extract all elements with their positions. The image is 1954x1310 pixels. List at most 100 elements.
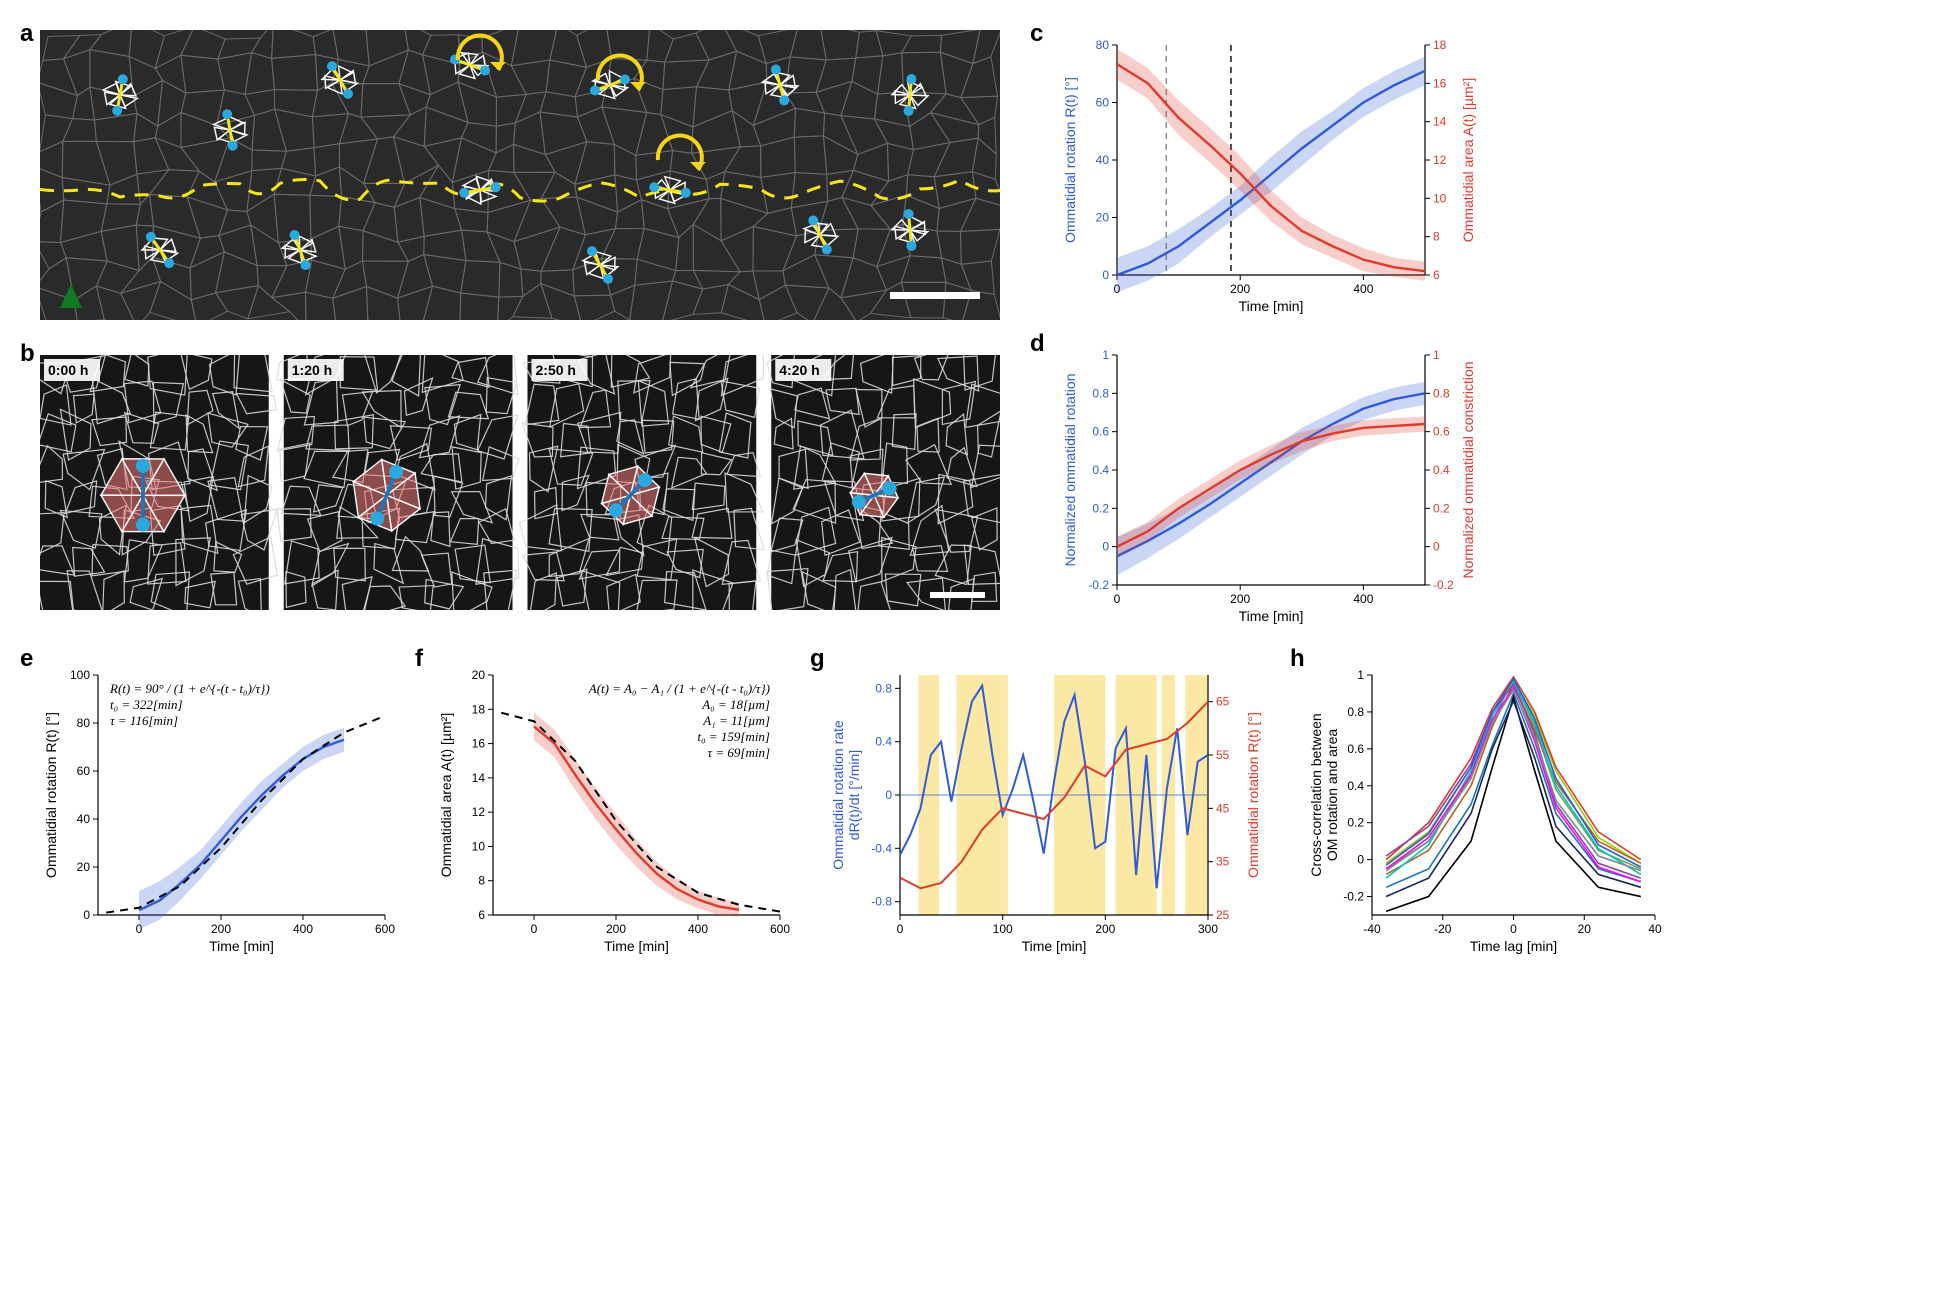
svg-text:200: 200 (1230, 592, 1250, 606)
svg-text:80: 80 (1096, 38, 1110, 52)
svg-text:14: 14 (1433, 115, 1447, 129)
label-d: d (1030, 330, 1045, 358)
svg-text:Ommatidial rotation R(t) [°]: Ommatidial rotation R(t) [°] (43, 712, 59, 878)
svg-text:Time [min]: Time [min] (604, 938, 669, 954)
svg-text:A(t) = A₀ − A₁ / (1 + e^{-(t -: A(t) = A₀ − A₁ / (1 + e^{-(t - t₀)/τ}) (588, 681, 770, 696)
svg-text:0: 0 (1433, 540, 1440, 554)
svg-text:-40: -40 (1363, 922, 1381, 936)
panel-d-normalized: 0200400-0.200.20.40.60.81-0.200.20.40.60… (1055, 340, 1485, 630)
panel-g-rate: 0100200300-0.8-0.400.40.82535455565Time … (830, 660, 1270, 960)
svg-text:40: 40 (77, 812, 91, 826)
svg-text:0: 0 (1510, 922, 1517, 936)
svg-text:A₁ = 11[µm]: A₁ = 11[µm] (702, 713, 770, 728)
svg-text:Normalized ommatidial constric: Normalized ommatidial constriction (1460, 361, 1476, 578)
svg-text:0: 0 (83, 908, 90, 922)
svg-text:0: 0 (531, 922, 538, 936)
svg-text:0: 0 (1357, 853, 1364, 867)
svg-text:Time [min]: Time [min] (1239, 298, 1304, 314)
svg-text:200: 200 (211, 922, 231, 936)
panel-h-crosscorr: -40-2002040-0.200.20.40.60.81Time lag [m… (1310, 660, 1670, 960)
svg-text:Time [min]: Time [min] (209, 938, 274, 954)
svg-text:20: 20 (77, 860, 91, 874)
svg-text:-0.2: -0.2 (1343, 890, 1364, 904)
label-a: a (20, 20, 33, 48)
svg-text:18: 18 (472, 702, 486, 716)
svg-text:0.4: 0.4 (1433, 463, 1450, 477)
svg-text:200: 200 (1230, 282, 1250, 296)
svg-text:10: 10 (1433, 191, 1447, 205)
svg-text:Ommatidial area A(t) [µm²]: Ommatidial area A(t) [µm²] (1460, 78, 1476, 242)
svg-text:200: 200 (1095, 922, 1115, 936)
panel-b-timeseries: 0:00 h1:20 h2:50 h4:20 h (40, 355, 1000, 610)
svg-text:1:20 h: 1:20 h (292, 362, 332, 378)
svg-text:0: 0 (1102, 540, 1109, 554)
svg-text:2:50 h: 2:50 h (536, 362, 576, 378)
svg-text:Ommatidial rotation R(t) [°]: Ommatidial rotation R(t) [°] (1245, 712, 1261, 878)
svg-text:40: 40 (1648, 922, 1662, 936)
svg-text:Time [min]: Time [min] (1239, 608, 1304, 624)
svg-text:300: 300 (1198, 922, 1218, 936)
svg-text:60: 60 (1096, 96, 1110, 110)
svg-text:12: 12 (472, 805, 486, 819)
svg-text:Ommatidial rotation R(t) [°]: Ommatidial rotation R(t) [°] (1062, 77, 1078, 243)
svg-text:35: 35 (1216, 855, 1230, 869)
svg-text:t₀ = 322[min]: t₀ = 322[min] (110, 697, 183, 712)
svg-text:40: 40 (1096, 153, 1110, 167)
svg-text:600: 600 (770, 922, 790, 936)
svg-text:0: 0 (1102, 268, 1109, 282)
label-g: g (810, 645, 825, 673)
svg-text:0.6: 0.6 (1433, 425, 1450, 439)
label-e: e (20, 645, 33, 673)
svg-text:Normalized ommatidial rotation: Normalized ommatidial rotation (1062, 374, 1078, 567)
svg-text:τ = 116[min]: τ = 116[min] (110, 713, 178, 728)
svg-text:1: 1 (1357, 668, 1364, 682)
svg-text:600: 600 (375, 922, 395, 936)
svg-text:400: 400 (688, 922, 708, 936)
svg-text:0.2: 0.2 (1347, 816, 1364, 830)
svg-text:-0.2: -0.2 (1088, 578, 1109, 592)
svg-text:0:00 h: 0:00 h (48, 362, 88, 378)
svg-text:0: 0 (885, 788, 892, 802)
svg-text:400: 400 (1353, 592, 1373, 606)
svg-text:0.4: 0.4 (1347, 779, 1364, 793)
svg-text:Ommatidial area A(t) [µm²]: Ommatidial area A(t) [µm²] (438, 713, 454, 877)
svg-text:Ommatidial rotation ratedR(t)/: Ommatidial rotation ratedR(t)/dt [°/min] (830, 720, 862, 870)
svg-text:0.8: 0.8 (1433, 386, 1450, 400)
svg-text:16: 16 (472, 737, 486, 751)
svg-text:0.4: 0.4 (1092, 463, 1109, 477)
svg-text:65: 65 (1216, 695, 1230, 709)
svg-text:Time [min]: Time [min] (1022, 938, 1087, 954)
svg-text:0.6: 0.6 (1092, 425, 1109, 439)
svg-text:-0.4: -0.4 (871, 841, 892, 855)
svg-text:A₀ = 18[µm]: A₀ = 18[µm] (701, 697, 770, 712)
svg-text:200: 200 (606, 922, 626, 936)
panel-c-rotation-area: 0200400020406080681012141618Time [min]Om… (1055, 30, 1485, 320)
svg-text:0: 0 (897, 922, 904, 936)
svg-text:R(t) = 90° / (1 + e^{-(t - t₀): R(t) = 90° / (1 + e^{-(t - t₀)/τ}) (109, 681, 270, 696)
svg-text:0: 0 (1114, 592, 1121, 606)
svg-text:400: 400 (1353, 282, 1373, 296)
svg-text:-0.2: -0.2 (1433, 578, 1454, 592)
svg-text:6: 6 (1433, 268, 1440, 282)
svg-text:18: 18 (1433, 38, 1447, 52)
svg-text:-0.8: -0.8 (871, 895, 892, 909)
svg-text:8: 8 (478, 874, 485, 888)
panel-e-rotation-fit: 0200400600020406080100Time [min]Ommatidi… (40, 660, 400, 960)
label-f: f (415, 645, 423, 673)
svg-text:25: 25 (1216, 908, 1230, 922)
svg-text:14: 14 (472, 771, 486, 785)
svg-text:60: 60 (77, 764, 91, 778)
svg-text:0.2: 0.2 (1092, 501, 1109, 515)
svg-text:0.8: 0.8 (1092, 386, 1109, 400)
label-b: b (20, 340, 35, 368)
svg-text:Cross-correlation betweenOM ro: Cross-correlation betweenOM rotation and… (1310, 713, 1340, 876)
svg-text:400: 400 (293, 922, 313, 936)
svg-text:80: 80 (77, 716, 91, 730)
svg-text:55: 55 (1216, 748, 1230, 762)
label-h: h (1290, 645, 1305, 673)
svg-text:100: 100 (70, 668, 90, 682)
svg-text:Time lag [min]: Time lag [min] (1470, 938, 1557, 954)
svg-text:0.2: 0.2 (1433, 501, 1450, 515)
svg-text:τ = 69[min]: τ = 69[min] (707, 745, 770, 760)
svg-text:12: 12 (1433, 153, 1447, 167)
